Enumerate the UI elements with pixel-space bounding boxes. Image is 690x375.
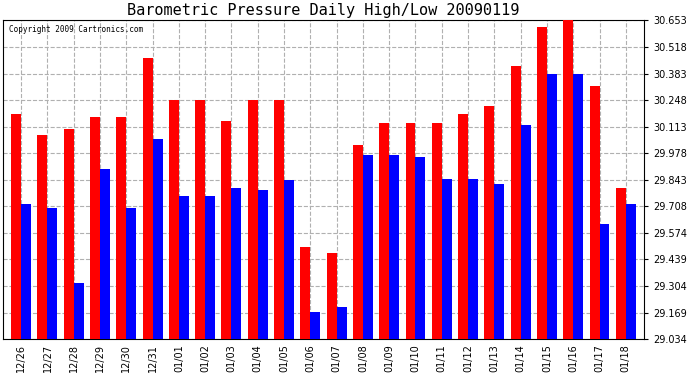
Bar: [389, 155, 400, 339]
Bar: [458, 114, 468, 339]
Bar: [537, 27, 547, 339]
Bar: [326, 254, 337, 339]
Bar: [37, 135, 48, 339]
Bar: [310, 312, 320, 339]
Bar: [152, 139, 163, 339]
Bar: [432, 123, 442, 339]
Bar: [300, 248, 310, 339]
Bar: [179, 196, 189, 339]
Bar: [600, 224, 609, 339]
Bar: [274, 100, 284, 339]
Bar: [126, 208, 137, 339]
Bar: [258, 190, 268, 339]
Bar: [221, 122, 231, 339]
Bar: [205, 196, 215, 339]
Bar: [511, 66, 521, 339]
Bar: [248, 100, 258, 339]
Bar: [380, 123, 389, 339]
Text: Copyright 2009 Cartronics.com: Copyright 2009 Cartronics.com: [9, 25, 144, 34]
Bar: [169, 100, 179, 339]
Bar: [442, 178, 452, 339]
Bar: [494, 184, 504, 339]
Bar: [231, 188, 241, 339]
Bar: [117, 117, 126, 339]
Bar: [406, 123, 415, 339]
Bar: [468, 178, 478, 339]
Bar: [563, 15, 573, 339]
Title: Barometric Pressure Daily High/Low 20090119: Barometric Pressure Daily High/Low 20090…: [127, 3, 520, 18]
Bar: [415, 157, 426, 339]
Bar: [48, 208, 57, 339]
Bar: [100, 169, 110, 339]
Bar: [143, 58, 152, 339]
Bar: [615, 188, 626, 339]
Bar: [337, 306, 346, 339]
Bar: [589, 86, 600, 339]
Bar: [521, 125, 531, 339]
Bar: [353, 145, 363, 339]
Bar: [484, 106, 494, 339]
Bar: [195, 100, 205, 339]
Bar: [547, 74, 557, 339]
Bar: [626, 204, 635, 339]
Bar: [74, 283, 83, 339]
Bar: [573, 74, 583, 339]
Bar: [363, 155, 373, 339]
Bar: [11, 114, 21, 339]
Bar: [63, 129, 74, 339]
Bar: [90, 117, 100, 339]
Bar: [21, 204, 31, 339]
Bar: [284, 180, 294, 339]
